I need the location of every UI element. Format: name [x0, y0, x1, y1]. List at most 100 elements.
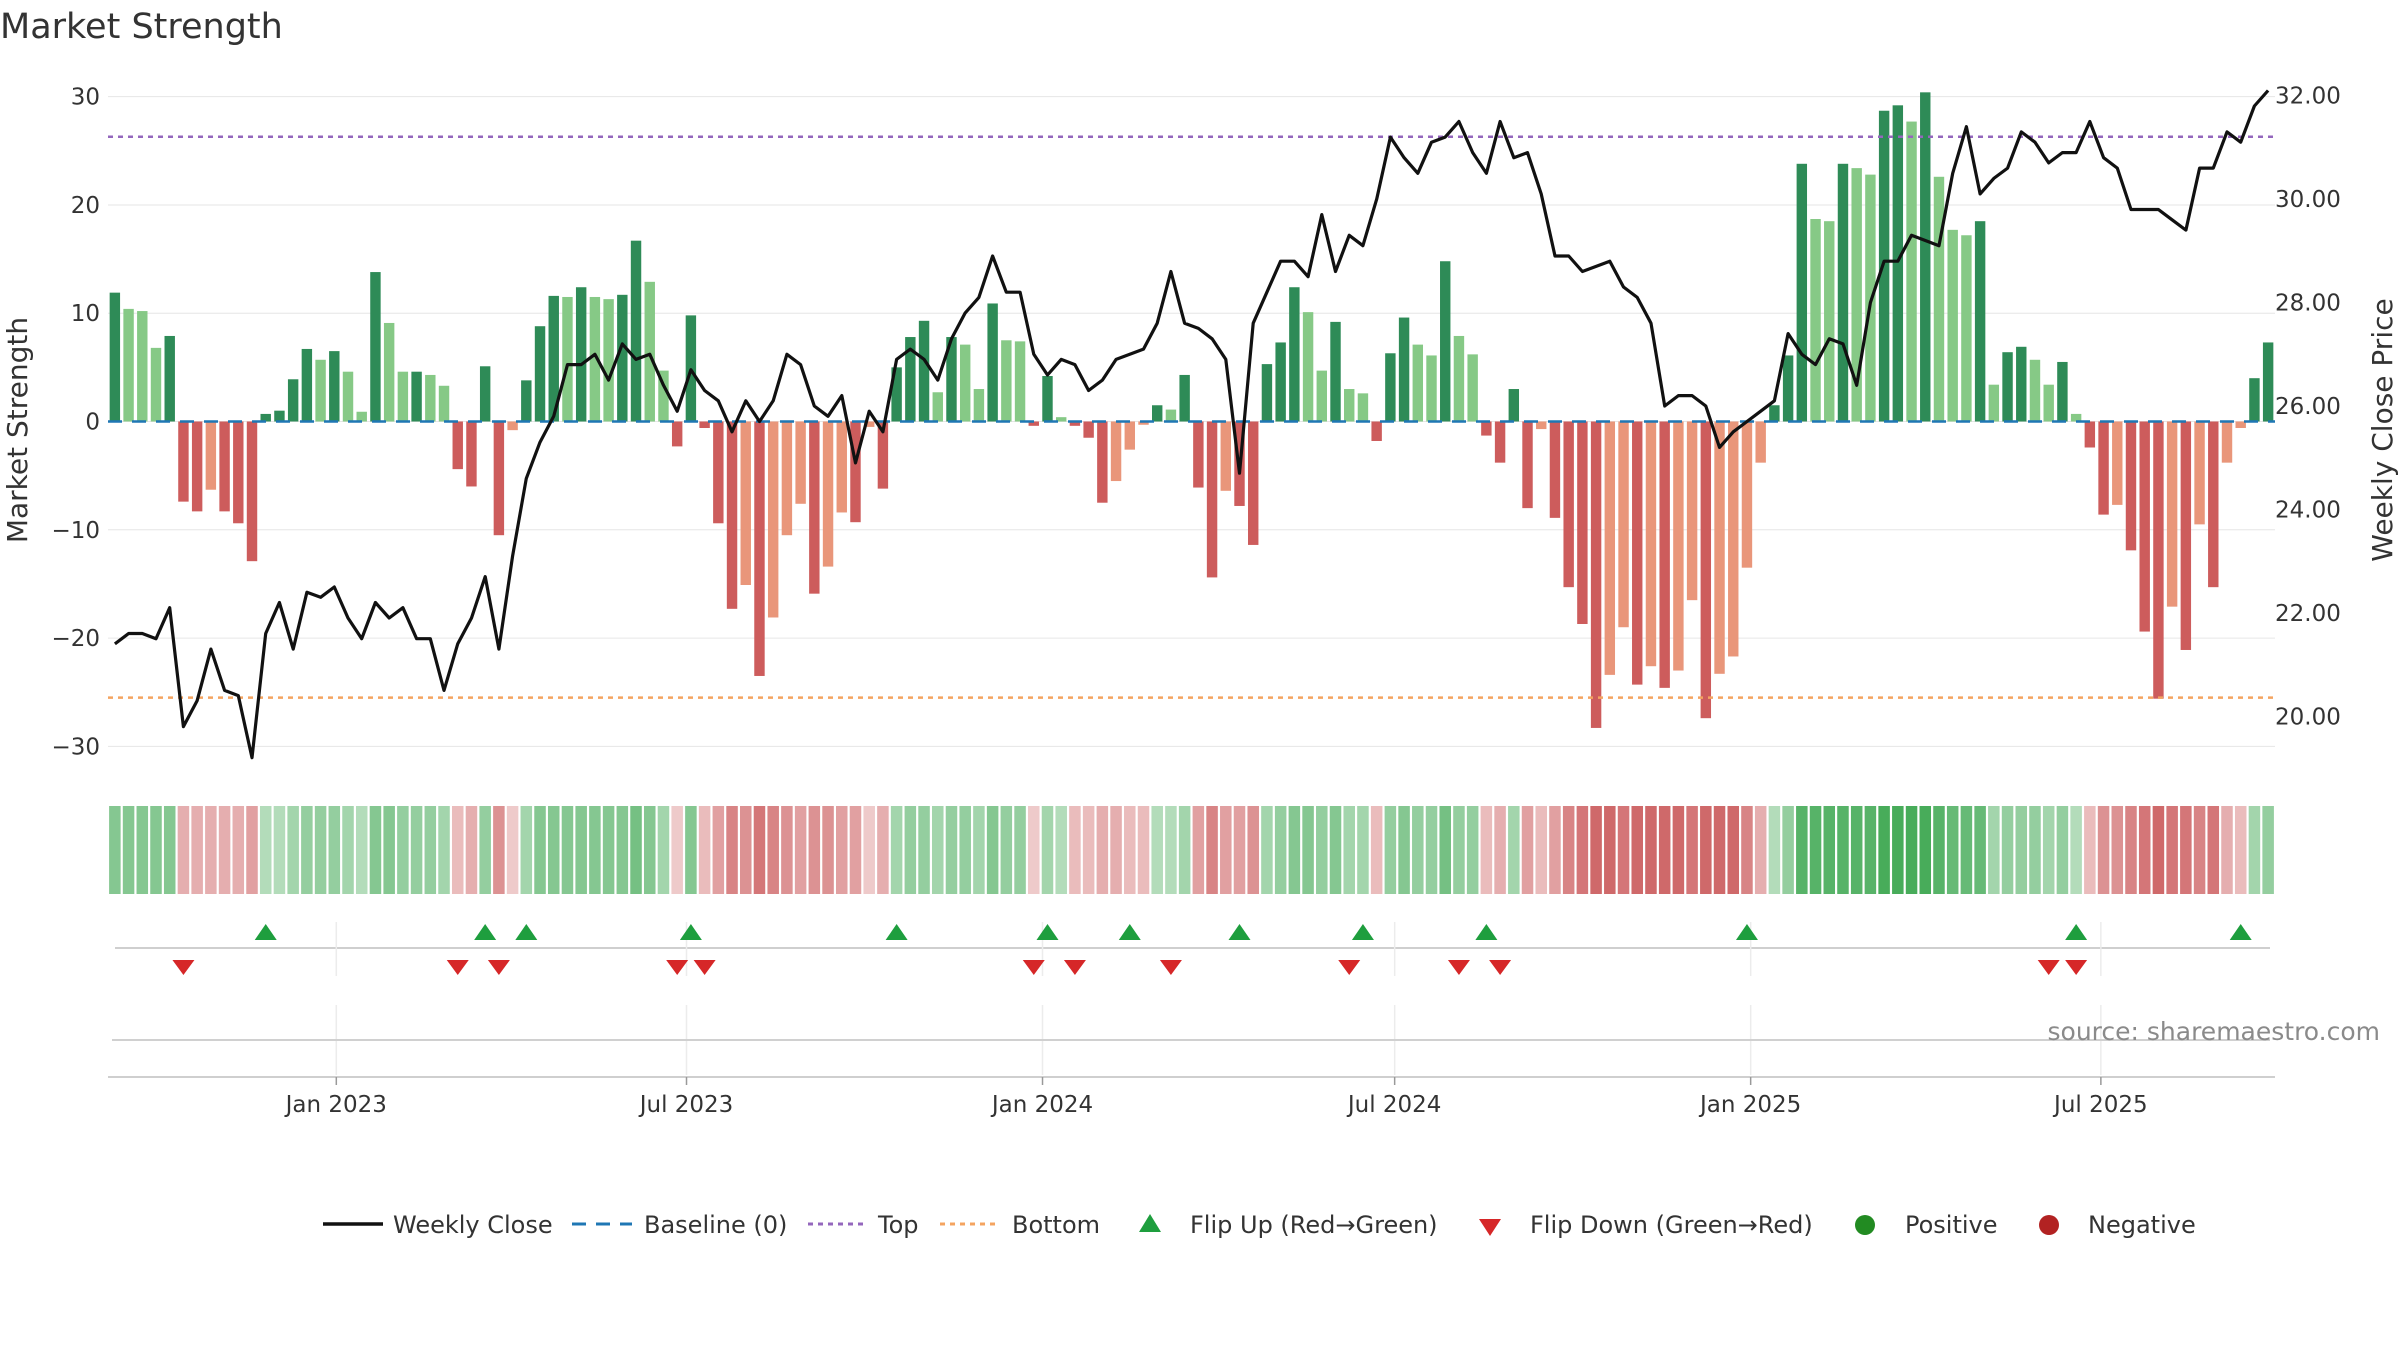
strength-bar — [1316, 370, 1327, 422]
flip-down-marker — [1063, 960, 1086, 975]
strength-bar — [1220, 421, 1231, 491]
strip-cell — [1041, 806, 1054, 894]
flip-down-marker — [693, 960, 716, 975]
strip-cell — [973, 806, 985, 894]
strip-cell — [1864, 806, 1877, 894]
strength-bar — [109, 292, 121, 422]
strength-bar — [1618, 421, 1629, 628]
legend-flip-up-label: Flip Up (Red→Green) — [1190, 1211, 1438, 1239]
strength-bar — [2235, 421, 2246, 428]
strength-bar — [548, 295, 559, 422]
strength-bar — [1028, 421, 1039, 426]
strip-cell — [397, 806, 409, 894]
strip-cell — [1165, 806, 1177, 894]
strength-bar — [2084, 421, 2096, 448]
strip-cell — [2029, 806, 2041, 894]
strip-cell — [877, 806, 889, 894]
strip-cell — [1754, 806, 1767, 894]
strength-bar — [1083, 421, 1094, 438]
strip-cell — [2097, 806, 2110, 894]
strip-cell — [945, 806, 958, 894]
strip-cell — [1658, 806, 1671, 894]
strength-bar — [260, 413, 271, 422]
strength-bar — [233, 421, 244, 524]
strip-cell — [1480, 806, 1493, 894]
strip-cell — [259, 806, 272, 894]
strength-bar — [164, 335, 175, 422]
strength-bar — [2043, 384, 2054, 422]
flip-down-marker — [1447, 960, 1470, 975]
strength-bar — [1741, 421, 1753, 568]
strength-bar — [2112, 421, 2123, 505]
strength-bar — [1536, 421, 1547, 430]
strength-bar — [1577, 421, 1588, 624]
strength-bar — [1892, 105, 1904, 422]
strength-bar — [356, 411, 367, 422]
strength-bar — [246, 421, 258, 562]
strip-cell — [301, 806, 313, 894]
strip-cell — [959, 806, 971, 894]
strength-bar — [2221, 421, 2233, 463]
strength-bar — [1055, 417, 1067, 422]
strip-cell — [1329, 806, 1342, 894]
strength-bar — [973, 389, 985, 422]
x-tick-label: Jul 2025 — [2052, 1092, 2148, 1118]
x-tick-label: Jan 2023 — [284, 1092, 387, 1118]
strength-bar — [713, 421, 724, 524]
strength-bar — [1508, 389, 1520, 422]
strip-cell — [1508, 806, 1520, 894]
strength-bar — [2098, 421, 2109, 515]
strip-cell — [1700, 806, 1712, 894]
strip-cell — [1617, 806, 1630, 894]
strip-cell — [1439, 806, 1451, 894]
flip-down-marker — [2065, 960, 2088, 975]
left-tick-label: 0 — [85, 410, 100, 436]
legend-bottom-label: Bottom — [1012, 1211, 1100, 1239]
strip-cell — [150, 806, 162, 894]
strength-bar — [2016, 346, 2027, 422]
strength-bar — [1563, 421, 1574, 588]
left-tick-label: −30 — [51, 734, 100, 760]
strip-cell — [1837, 806, 1849, 894]
strength-bar — [1440, 261, 1451, 422]
strength-bar — [1604, 421, 1616, 675]
reference-lines — [108, 135, 2275, 699]
strength-bar — [1686, 421, 1698, 601]
strength-bar — [1275, 342, 1286, 422]
strength-bar — [2180, 421, 2192, 650]
strip-cell — [479, 806, 491, 894]
strip-cell — [2070, 806, 2082, 894]
strength-bar — [1988, 384, 2000, 422]
strength-bar — [1837, 163, 1849, 422]
strip-cell — [314, 806, 327, 894]
strip-cell — [328, 806, 341, 894]
strength-bar — [1700, 421, 1712, 719]
strip-cell — [1535, 806, 1547, 894]
strip-cell — [1562, 806, 1575, 894]
strip-cell — [1549, 806, 1561, 894]
strip-cell — [1823, 806, 1836, 894]
strip-cell — [1782, 806, 1794, 894]
flip-up-marker — [1735, 924, 1758, 940]
strength-bar — [1124, 421, 1135, 450]
strip-cell — [767, 806, 779, 894]
legend-positive-swatch — [1855, 1215, 1875, 1235]
strip-cell — [1137, 806, 1150, 894]
strength-bar — [1933, 176, 1945, 422]
strength-bar — [1371, 421, 1382, 441]
strength-bar — [534, 326, 546, 422]
strip-cell — [1686, 806, 1698, 894]
strength-bar — [1289, 287, 1300, 422]
strip-cell — [1960, 806, 1973, 894]
strength-bar — [562, 296, 573, 422]
strength-bar — [658, 370, 669, 422]
strip-cell — [671, 806, 683, 894]
strength-bar — [2166, 421, 2178, 607]
strip-cell — [2262, 806, 2274, 894]
strip-cell — [1028, 806, 1040, 894]
strength-bar — [315, 359, 326, 422]
strip-cell — [1672, 806, 1685, 894]
strength-bar — [342, 371, 354, 422]
strip-cell — [1247, 806, 1259, 894]
strength-bar — [918, 320, 930, 422]
